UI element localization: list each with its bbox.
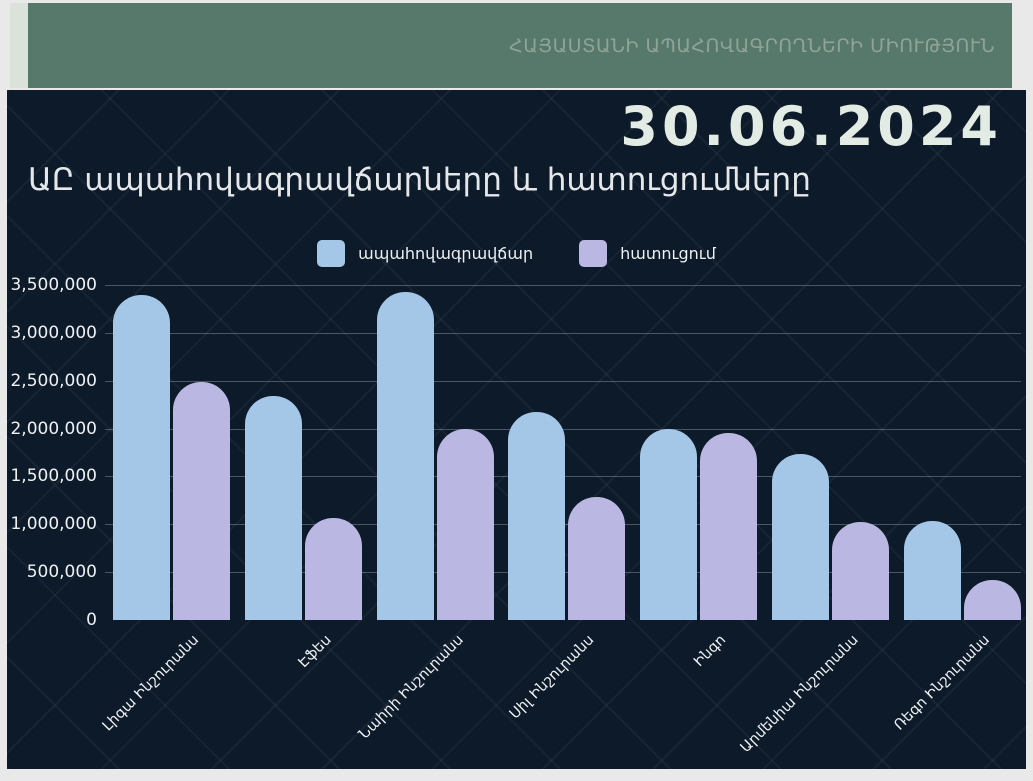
x-tick-label: Սիլ Ինշուրանս <box>506 632 598 723</box>
legend-item-0: ապահովագրավճար <box>317 240 533 267</box>
bar-compensation-6 <box>964 580 1021 620</box>
bar-premium-3 <box>508 412 565 620</box>
plot-area <box>105 285 1021 620</box>
bar-premium-0 <box>113 295 170 620</box>
bar-premium-6 <box>904 521 961 620</box>
y-tick-label: 500,000 <box>26 562 97 582</box>
bar-compensation-0 <box>173 382 230 620</box>
chart-panel: 30.06.2024 ԱԸ ապահովագրավճարները և հատու… <box>7 90 1026 769</box>
bar-premium-2 <box>377 292 434 620</box>
bar-premium-1 <box>245 396 302 620</box>
header-accent-strip <box>10 3 28 88</box>
bar-premium-5 <box>772 454 829 620</box>
x-tick-label: Լիգա Ինշուրանս <box>99 632 203 735</box>
legend-label: ապահովագրավճար <box>358 244 534 263</box>
legend-label: հատուցում <box>620 244 716 263</box>
y-tick-label: 0 <box>86 610 97 630</box>
bar-compensation-1 <box>305 518 362 620</box>
bar-premium-4 <box>640 429 697 620</box>
org-name: ՀԱՅԱՍՏԱՆԻ ԱՊԱՀՈՎԱԳՐՈՂՆԵՐԻ ՄԻՈՒԹՅՈՒՆ <box>509 34 995 57</box>
legend-swatch-icon <box>579 240 608 267</box>
y-tick-label: 3,500,000 <box>10 275 97 295</box>
y-tick-label: 1,000,000 <box>10 514 97 534</box>
bar-compensation-3 <box>568 497 625 620</box>
gridline <box>105 381 1021 382</box>
legend-swatch-icon <box>317 240 346 267</box>
x-tick-label: Ինգո <box>691 632 730 671</box>
chart-title: ԱԸ ապահովագրավճարները և հատուցումները <box>28 162 811 198</box>
legend: ապահովագրավճար հատուցում <box>7 240 1026 267</box>
bar-compensation-5 <box>832 522 889 620</box>
x-tick-label: Ռեգո Ինշուրանս <box>891 632 994 734</box>
bar-compensation-2 <box>437 429 494 620</box>
bar-compensation-4 <box>700 433 757 620</box>
x-tick-label: Էֆես <box>295 632 335 672</box>
legend-item-1: հատուցում <box>579 240 716 267</box>
y-tick-label: 2,500,000 <box>10 371 97 391</box>
y-tick-label: 2,000,000 <box>10 419 97 439</box>
y-tick-label: 1,500,000 <box>10 466 97 486</box>
report-date: 30.06.2024 <box>620 95 1002 158</box>
y-tick-label: 3,000,000 <box>10 323 97 343</box>
gridline <box>105 285 1021 286</box>
x-tick-label: Արմենիա Ինշուրանս <box>737 632 862 757</box>
gridline <box>105 333 1021 334</box>
header-banner: ՀԱՅԱՍՏԱՆԻ ԱՊԱՀՈՎԱԳՐՈՂՆԵՐԻ ՄԻՈՒԹՅՈՒՆ <box>28 3 1012 88</box>
x-tick-label: Նաիրի Ինշուրանս <box>355 632 467 743</box>
